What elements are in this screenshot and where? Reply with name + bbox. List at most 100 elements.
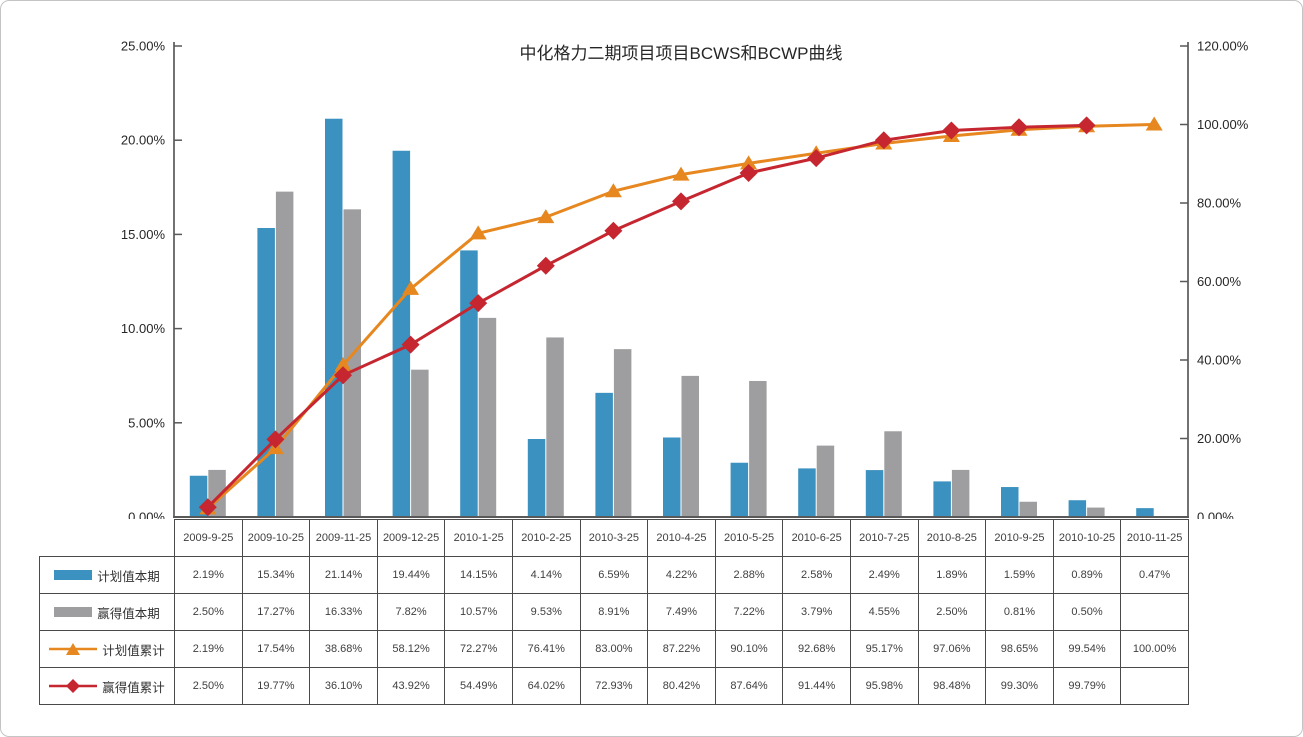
bar-赢得值本期 (343, 209, 361, 517)
bar-计划值本期 (460, 250, 478, 517)
value-cell: 17.27% (241, 593, 311, 631)
value-cell: 10.57% (444, 593, 513, 631)
value-cell (1120, 667, 1189, 705)
triangle-legend-marker-icon (49, 643, 98, 655)
triangle-marker-icon (334, 357, 352, 372)
value-cell: 58.12% (376, 630, 446, 668)
value-cell: 2.50% (917, 593, 987, 631)
value-cell: 64.02% (511, 667, 581, 705)
bar-swatch-icon (54, 607, 93, 617)
value-cell: 7.82% (376, 593, 446, 631)
value-cell: 6.59% (579, 556, 649, 594)
bar-计划值本期 (730, 462, 749, 517)
combo-chart: 中化格力二期项目项目BCWS和BCWP曲线 0.00% 5.00% 10.00% 15… (121, 39, 1249, 520)
date-header-cell: 2010-7-25 (849, 519, 919, 557)
date-header-cell: 2010-4-25 (647, 519, 716, 557)
value-cell: 95.98% (849, 667, 919, 705)
value-cell: 54.49% (444, 667, 513, 705)
date-header-cell: 2010-8-25 (917, 519, 987, 557)
data-table: 2009-9-25 2009-10-25 2009-11-25 2009-12-25 2… (39, 519, 1189, 705)
value-cell: 0.81% (985, 593, 1054, 631)
lines-layer (198, 116, 1163, 517)
value-cell: 80.42% (647, 667, 716, 705)
date-header-cell: 2010-6-25 (782, 519, 851, 557)
left-axis-tick-label: 0.00% (128, 510, 165, 520)
diamond-marker-icon (266, 430, 285, 449)
value-cell: 1.89% (917, 556, 987, 594)
value-cell: 90.10% (714, 630, 784, 668)
bar-赢得值本期 (681, 375, 699, 517)
value-cell: 0.89% (1052, 556, 1122, 594)
value-cell: 99.30% (985, 667, 1054, 705)
value-cell: 1.59% (985, 556, 1054, 594)
left-axis-tick-label: 20.00% (121, 133, 166, 148)
value-cell: 91.44% (782, 667, 851, 705)
left-axis-tick-label: 25.00% (121, 39, 166, 54)
value-cell: 0.50% (1052, 593, 1122, 631)
bar-swatch-icon (54, 570, 93, 580)
diamond-legend-marker-icon (49, 679, 98, 693)
value-cell: 19.44% (376, 556, 446, 594)
right-axis-tick-label: 40.00% (1197, 353, 1242, 368)
diamond-marker-icon (536, 256, 555, 275)
value-cell: 16.33% (309, 593, 378, 631)
value-cell: 7.22% (714, 593, 784, 631)
axes-layer: 0.00% 5.00% 10.00% 15.00% 20.00% 25.00% 0.00% 2… (121, 39, 1249, 520)
diamond-marker-icon (942, 121, 961, 140)
table-row: 计划值本期 2.19% 15.34% 21.14% 19.44% 14.15% 4.14% 6… (39, 556, 1189, 594)
triangle-marker-icon (672, 166, 690, 181)
value-cell: 15.34% (241, 556, 311, 594)
diamond-marker-icon (739, 164, 758, 183)
bar-赢得值本期 (951, 469, 970, 517)
series-label: 计划值本期 (97, 569, 160, 584)
table-row: 计划值累计 2.19% 17.54% 38.68% 58.12% 72.27% 76.41%… (39, 630, 1189, 668)
left-axis-tick-label: 15.00% (121, 227, 166, 242)
value-cell: 38.68% (309, 630, 378, 668)
date-header-cell: 2010-1-25 (444, 519, 513, 557)
triangle-marker-icon (604, 183, 622, 198)
bar-赢得值本期 (275, 191, 294, 518)
value-cell: 8.91% (579, 593, 649, 631)
bar-计划值本期 (933, 481, 951, 517)
triangle-marker-icon (740, 155, 758, 170)
right-axis-tick-label: 60.00% (1197, 274, 1242, 289)
bar-赢得值本期 (478, 317, 497, 517)
right-axis-tick-label: 120.00% (1197, 39, 1249, 54)
legend-cell-赢得值本期: 赢得值本期 (39, 593, 175, 631)
date-header-cell: 2010-11-25 (1120, 519, 1189, 557)
value-cell: 14.15% (444, 556, 513, 594)
value-cell: 19.77% (241, 667, 311, 705)
diamond-marker-icon (1010, 118, 1028, 137)
triangle-marker-icon (537, 209, 555, 224)
series-label: 计划值累计 (102, 643, 165, 658)
right-axis-tick-label: 100.00% (1197, 117, 1249, 132)
date-header-cell: 2009-9-25 (174, 519, 243, 557)
value-cell: 72.27% (444, 630, 513, 668)
value-cell: 83.00% (579, 630, 649, 668)
value-cell: 3.79% (782, 593, 851, 631)
left-axis-tick-label: 5.00% (128, 415, 165, 430)
legend-header-blank-cell (39, 519, 175, 557)
value-cell: 4.14% (511, 556, 581, 594)
diamond-marker-icon (401, 335, 420, 354)
value-cell: 95.17% (849, 630, 919, 668)
diamond-marker-icon (198, 498, 217, 517)
date-header-cell: 2010-5-25 (714, 519, 784, 557)
diamond-marker-icon (469, 294, 488, 313)
value-cell: 98.65% (985, 630, 1054, 668)
bar-计划值本期 (595, 392, 613, 517)
value-cell: 2.19% (174, 630, 243, 668)
value-cell: 43.92% (376, 667, 446, 705)
chart-title: 中化格力二期项目项目BCWS和BCWP曲线 (520, 44, 843, 63)
bar-赢得值本期 (884, 431, 902, 517)
bar-计划值本期 (392, 150, 411, 517)
diamond-marker-icon (604, 221, 623, 240)
bar-计划值本期 (1136, 508, 1154, 517)
bar-计划值本期 (527, 439, 546, 517)
value-cell (1120, 593, 1189, 631)
bar-计划值本期 (1068, 500, 1087, 517)
date-header-cell: 2009-10-25 (241, 519, 311, 557)
bar-赢得值本期 (546, 337, 564, 517)
value-cell: 72.93% (579, 667, 649, 705)
